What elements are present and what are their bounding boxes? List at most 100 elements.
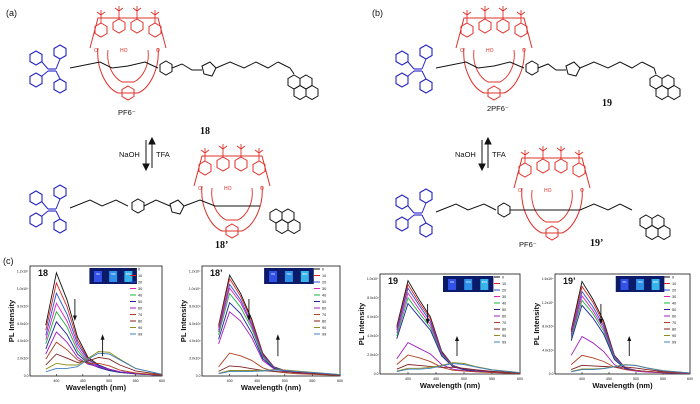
plot-title: 19’ (563, 276, 576, 286)
chemical-schemes: O O HO (0, 0, 700, 262)
panel-label-a: (a) (6, 8, 17, 18)
y-axis-label: PL Intensity (179, 299, 188, 342)
decrease-arrow-head (598, 319, 603, 324)
pl-plot-3: 400 450 500 550 6000.04.0x10³8.0x10³1.2x10⁴1… (532, 273, 693, 390)
vial (464, 279, 473, 290)
y-tick-label: 8.0x10³ (367, 296, 379, 300)
series-line-60 (218, 311, 341, 376)
pl-spectra-panel: 400 450 500 550 6000.02.0x10³4.0x10³6.0x10³8… (7, 265, 693, 392)
x-tick-label: 550 (489, 377, 495, 381)
y-axis-label: PL Intensity (532, 302, 541, 345)
plot-frame (29, 265, 163, 377)
vial-label: 70% (466, 280, 472, 284)
series-line-80 (45, 353, 163, 376)
legend-label: 60 (322, 307, 326, 311)
counterion-19: 2PF6⁻ (487, 104, 509, 113)
series-line-99 (218, 369, 341, 376)
legend-label: 30 (672, 295, 676, 299)
legend-label: 60 (138, 307, 142, 311)
increase-arrow-head (455, 336, 459, 341)
counterion-19-prime: PF6⁻ (519, 240, 537, 249)
legend-label: 80 (672, 328, 676, 332)
x-tick-label: 450 (433, 377, 439, 381)
y-axis-label: PL Intensity (7, 299, 16, 342)
series-line-80 (571, 364, 691, 374)
legend-label: 0 (322, 268, 324, 272)
y-tick-label: 4.0x10³ (189, 339, 201, 343)
vial-label: 90% (126, 272, 132, 276)
y-tick-label: 1.0x10⁴ (367, 277, 379, 281)
x-tick-label: 450 (606, 377, 612, 381)
x-tick-label: 450 (80, 379, 86, 383)
legend-label: 99 (502, 341, 506, 345)
y-tick-label: 1.2x10⁴ (17, 270, 29, 274)
legend-label: 70 (502, 321, 506, 325)
series-line-0 (45, 271, 163, 376)
compound-label-19-prime: 19’ (590, 238, 604, 249)
vial-label: 70% (637, 280, 643, 284)
y-tick-label: 1.6x10⁴ (542, 277, 554, 281)
x-axis-label: Wavelength (nm) (66, 383, 127, 392)
compound-label-19: 19 (602, 98, 612, 109)
series-line-99 (45, 352, 163, 375)
legend-label: 0 (138, 268, 140, 272)
vial (109, 271, 118, 282)
y-tick-label: 0.0 (374, 372, 379, 376)
legend-label: 80 (502, 328, 506, 332)
counterion-18: PF6⁻ (118, 108, 136, 117)
vial (300, 271, 309, 282)
plot-frame (554, 273, 691, 375)
increase-arrow-head (627, 336, 632, 341)
vial-label: 0% (623, 280, 627, 284)
x-tick-label: 450 (254, 379, 260, 383)
legend-label: 40 (672, 302, 676, 306)
series-line-20 (45, 291, 163, 376)
series-line-70 (396, 354, 521, 374)
series-line-99 (571, 364, 691, 374)
y-tick-label: 0.0 (549, 372, 554, 376)
legend-label: 30 (322, 287, 326, 291)
plot-title: 18’ (210, 268, 223, 278)
y-tick-label: 0.0 (196, 374, 201, 378)
legend-label: 10 (672, 282, 676, 286)
y-tick-label: 4.0x10³ (542, 348, 554, 352)
vial (620, 279, 629, 290)
decrease-arrow-head (246, 315, 251, 321)
legend-label: 99 (138, 333, 142, 337)
series-line-10 (45, 281, 163, 376)
x-tick-label: 500 (106, 379, 112, 383)
vial (269, 271, 278, 282)
structure-19 (396, 6, 680, 100)
legend-label: 50 (322, 300, 326, 304)
vial (284, 271, 293, 282)
plot-frame (201, 265, 341, 377)
y-tick-label: 2.0x10³ (189, 357, 201, 361)
increase-arrow-head (100, 334, 105, 340)
legend-label: 99 (322, 333, 326, 337)
x-tick-label: 600 (159, 379, 165, 383)
structure-18-prime (30, 144, 300, 238)
vial-label: 0% (271, 272, 275, 276)
legend-label: 90 (502, 334, 506, 338)
y-tick-label: 6.0x10³ (17, 322, 29, 326)
y-tick-label: 2.0x10³ (367, 353, 379, 357)
vial-label: 90% (482, 280, 488, 284)
legend-label: 50 (138, 300, 142, 304)
panel-label-b: (b) (372, 8, 383, 18)
y-tick-label: 6.0x10³ (189, 322, 201, 326)
compound-label-18-prime: 18’ (215, 240, 229, 251)
legend-label: 50 (672, 308, 676, 312)
y-tick-label: 8.0x10³ (189, 304, 201, 308)
legend-label: 40 (138, 294, 142, 298)
x-axis-label: Wavelength (nm) (241, 383, 302, 392)
legend-label: 10 (502, 282, 506, 286)
panel-label-c: (c) (3, 256, 14, 266)
series-line-90 (45, 351, 163, 375)
decrease-arrow-head (72, 315, 77, 321)
plot-title: 19 (388, 276, 398, 286)
legend-label: 80 (322, 320, 326, 324)
x-tick-label: 600 (337, 379, 343, 383)
x-tick-label: 500 (461, 377, 467, 381)
vial (636, 279, 645, 290)
y-tick-label: 1.0x10⁴ (17, 287, 29, 291)
